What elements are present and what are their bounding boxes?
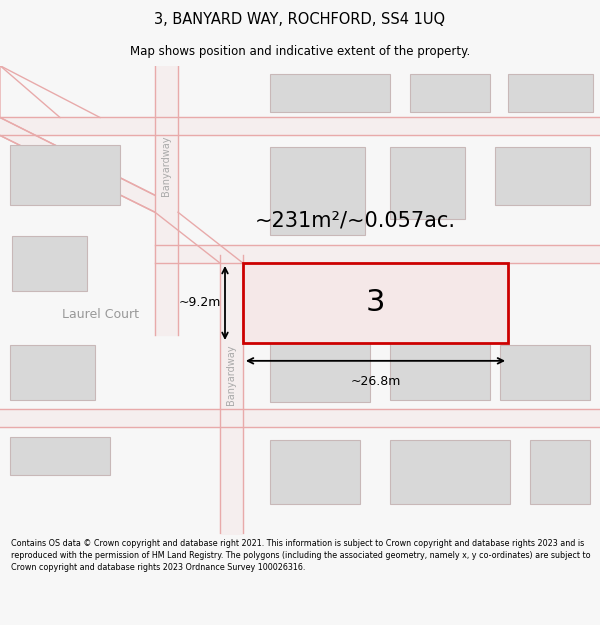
Bar bbox=[270, 439, 360, 504]
Text: ~231m²/~0.057ac.: ~231m²/~0.057ac. bbox=[255, 210, 456, 230]
Bar bbox=[10, 146, 120, 205]
Bar bbox=[410, 74, 490, 111]
Bar bbox=[530, 439, 590, 504]
Text: Laurel Court: Laurel Court bbox=[62, 309, 139, 321]
Bar bbox=[243, 263, 508, 343]
Text: 3: 3 bbox=[366, 289, 385, 318]
Bar bbox=[500, 345, 590, 400]
Text: ~9.2m: ~9.2m bbox=[179, 296, 221, 309]
Text: Banyardway: Banyardway bbox=[226, 344, 236, 405]
Text: ~26.8m: ~26.8m bbox=[350, 375, 401, 388]
Text: Contains OS data © Crown copyright and database right 2021. This information is : Contains OS data © Crown copyright and d… bbox=[11, 539, 590, 571]
Text: 3, BANYARD WAY, ROCHFORD, SS4 1UQ: 3, BANYARD WAY, ROCHFORD, SS4 1UQ bbox=[154, 12, 446, 27]
Text: Banyardway: Banyardway bbox=[161, 135, 171, 196]
Bar bbox=[10, 345, 95, 400]
Bar bbox=[508, 74, 593, 111]
Polygon shape bbox=[0, 118, 155, 212]
Bar bbox=[495, 148, 590, 205]
Bar bbox=[390, 439, 510, 504]
Bar bbox=[390, 148, 465, 219]
Bar bbox=[270, 148, 365, 235]
Text: Map shows position and indicative extent of the property.: Map shows position and indicative extent… bbox=[130, 45, 470, 58]
Bar bbox=[10, 437, 110, 474]
Bar bbox=[12, 236, 87, 291]
Bar bbox=[270, 337, 370, 402]
Bar bbox=[270, 74, 390, 111]
Bar bbox=[390, 340, 490, 400]
